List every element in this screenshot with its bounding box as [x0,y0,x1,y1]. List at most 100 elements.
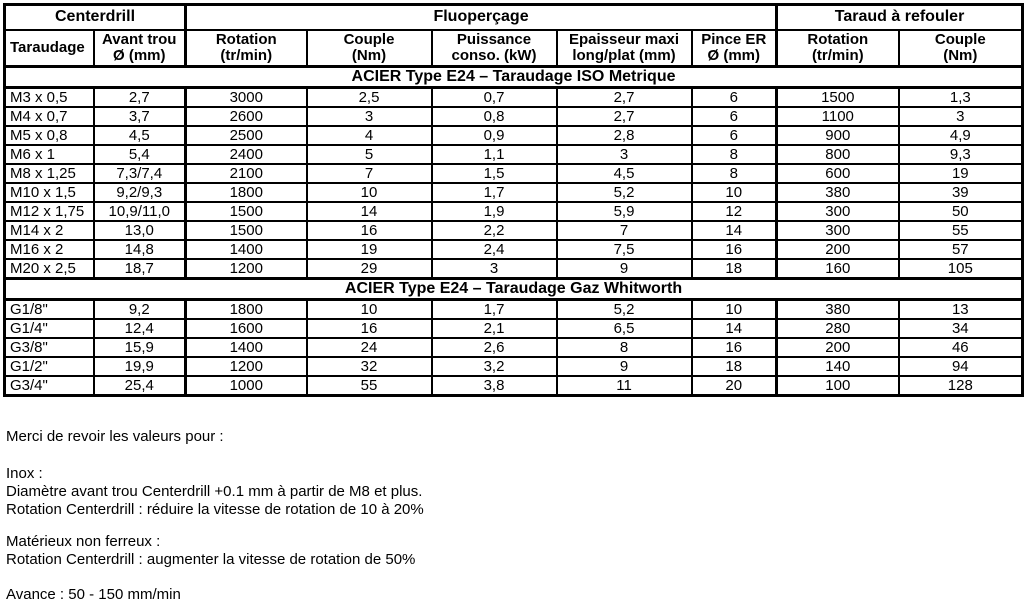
cell-value: 55 [305,374,433,396]
column-header-rotation-tr-min: Rotation (tr/min) [184,28,308,67]
cell-value: 2600 [184,105,308,127]
group-header-centerdrill: Centerdrill [3,3,187,31]
cell-value: 9,3 [897,143,1024,165]
cell-value: 9,2 [92,298,187,320]
cell-value: 12,4 [92,317,187,339]
cell-value: 2,5 [305,86,433,108]
section-header-row: ACIER Type E24 – Taraudage Gaz Whitworth [3,276,1024,301]
cell-value: 5,2 [555,181,693,203]
cell-value: 1500 [184,219,308,241]
cell-value: 4,5 [555,162,693,184]
cell-value: 9 [555,355,693,377]
cell-value: 32 [305,355,433,377]
cell-taraudage: M16 x 2 [3,238,95,260]
cell-value: 1800 [184,298,308,320]
cell-value: 200 [775,336,900,358]
cell-value: 14 [305,200,433,222]
table-row: M6 x 1 5,4 2400 5 1,1 3 8 800 9,3 [3,143,1024,165]
cell-taraudage: G1/2" [3,355,95,377]
cell-value: 14 [690,317,778,339]
column-header-couple-nm: Couple (Nm) [305,28,433,67]
cell-value: 105 [897,257,1024,279]
cell-value: 100 [775,374,900,396]
cell-value: 3 [305,105,433,127]
cell-value: 9 [555,257,693,279]
cell-value: 3 [897,105,1024,127]
column-header-couple-nm: Couple (Nm) [897,28,1024,67]
column-header-avant-trou-mm: Avant trou Ø (mm) [92,28,187,67]
cell-value: 2100 [184,162,308,184]
table-row: M10 x 1,5 9,2/9,3 1800 10 1,7 5,2 10 380 39 [3,181,1024,203]
cell-value: 8 [690,162,778,184]
cell-value: 13,0 [92,219,187,241]
cell-value: 16 [690,238,778,260]
cell-value: 2,7 [555,105,693,127]
cell-value: 2,8 [555,124,693,146]
cell-taraudage: M8 x 1,25 [3,162,95,184]
parameters-table: Centerdrill Fluoperçage Taraud à refouler T… [3,3,1024,397]
cell-value: 4 [305,124,433,146]
cell-value: 4,5 [92,124,187,146]
cell-value: 1500 [775,86,900,108]
cell-value: 7 [555,219,693,241]
cell-value: 19 [305,238,433,260]
section-header-row: ACIER Type E24 – Taraudage ISO Metrique [3,64,1024,89]
cell-taraudage: G3/8" [3,336,95,358]
cell-value: 140 [775,355,900,377]
cell-taraudage: M6 x 1 [3,143,95,165]
cell-value: 7,5 [555,238,693,260]
cell-value: 128 [897,374,1024,396]
column-header-taraudage: Taraudage [3,28,95,67]
cell-value: 8 [555,336,693,358]
cell-value: 50 [897,200,1024,222]
cell-value: 1,3 [897,86,1024,108]
cell-value: 2500 [184,124,308,146]
cell-value: 16 [305,219,433,241]
cell-value: 18 [690,355,778,377]
cell-value: 2,1 [430,317,558,339]
cell-value: 200 [775,238,900,260]
cell-value: 2,6 [430,336,558,358]
cell-value: 1400 [184,238,308,260]
group-header-row: Centerdrill Fluoperçage Taraud à refouler [3,3,1024,31]
cell-value: 1,7 [430,298,558,320]
cell-value: 14,8 [92,238,187,260]
cell-value: 6 [690,105,778,127]
cell-value: 13 [897,298,1024,320]
cell-taraudage: M20 x 2,5 [3,257,95,279]
cell-value: 0,9 [430,124,558,146]
cell-value: 900 [775,124,900,146]
note-inox-line1: Diamètre avant trou Centerdrill +0.1 mm … [6,483,423,500]
cell-value: 5,4 [92,143,187,165]
cell-value: 2,4 [430,238,558,260]
cell-value: 280 [775,317,900,339]
cell-value: 2400 [184,143,308,165]
notes: Merci de revoir les valeurs pour : Inox … [6,428,424,604]
cell-value: 6 [690,124,778,146]
table-row: M12 x 1,75 10,9/11,0 1500 14 1,9 5,9 12 300 50 [3,200,1024,222]
cell-taraudage: M10 x 1,5 [3,181,95,203]
section-title: ACIER Type E24 – Taraudage Gaz Whitworth [3,276,1024,301]
cell-value: 1400 [184,336,308,358]
cell-value: 19,9 [92,355,187,377]
cell-taraudage: G1/4" [3,317,95,339]
cell-value: 14 [690,219,778,241]
cell-value: 57 [897,238,1024,260]
cell-value: 34 [897,317,1024,339]
cell-value: 2,7 [555,86,693,108]
cell-value: 6,5 [555,317,693,339]
cell-value: 2,2 [430,219,558,241]
cell-value: 29 [305,257,433,279]
table-row: M16 x 2 14,8 1400 19 2,4 7,5 16 200 57 [3,238,1024,260]
cell-value: 1200 [184,257,308,279]
cell-value: 1,7 [430,181,558,203]
cell-value: 16 [690,336,778,358]
note-feed: Avance : 50 - 150 mm/min [6,586,181,603]
cell-value: 380 [775,181,900,203]
table-row: M8 x 1,25 7,3/7,4 2100 7 1,5 4,5 8 600 19 [3,162,1024,184]
group-header-taraud-a-refouler: Taraud à refouler [775,3,1024,31]
cell-value: 94 [897,355,1024,377]
section-title: ACIER Type E24 – Taraudage ISO Metrique [3,64,1024,89]
cell-value: 10 [305,181,433,203]
cell-value: 39 [897,181,1024,203]
